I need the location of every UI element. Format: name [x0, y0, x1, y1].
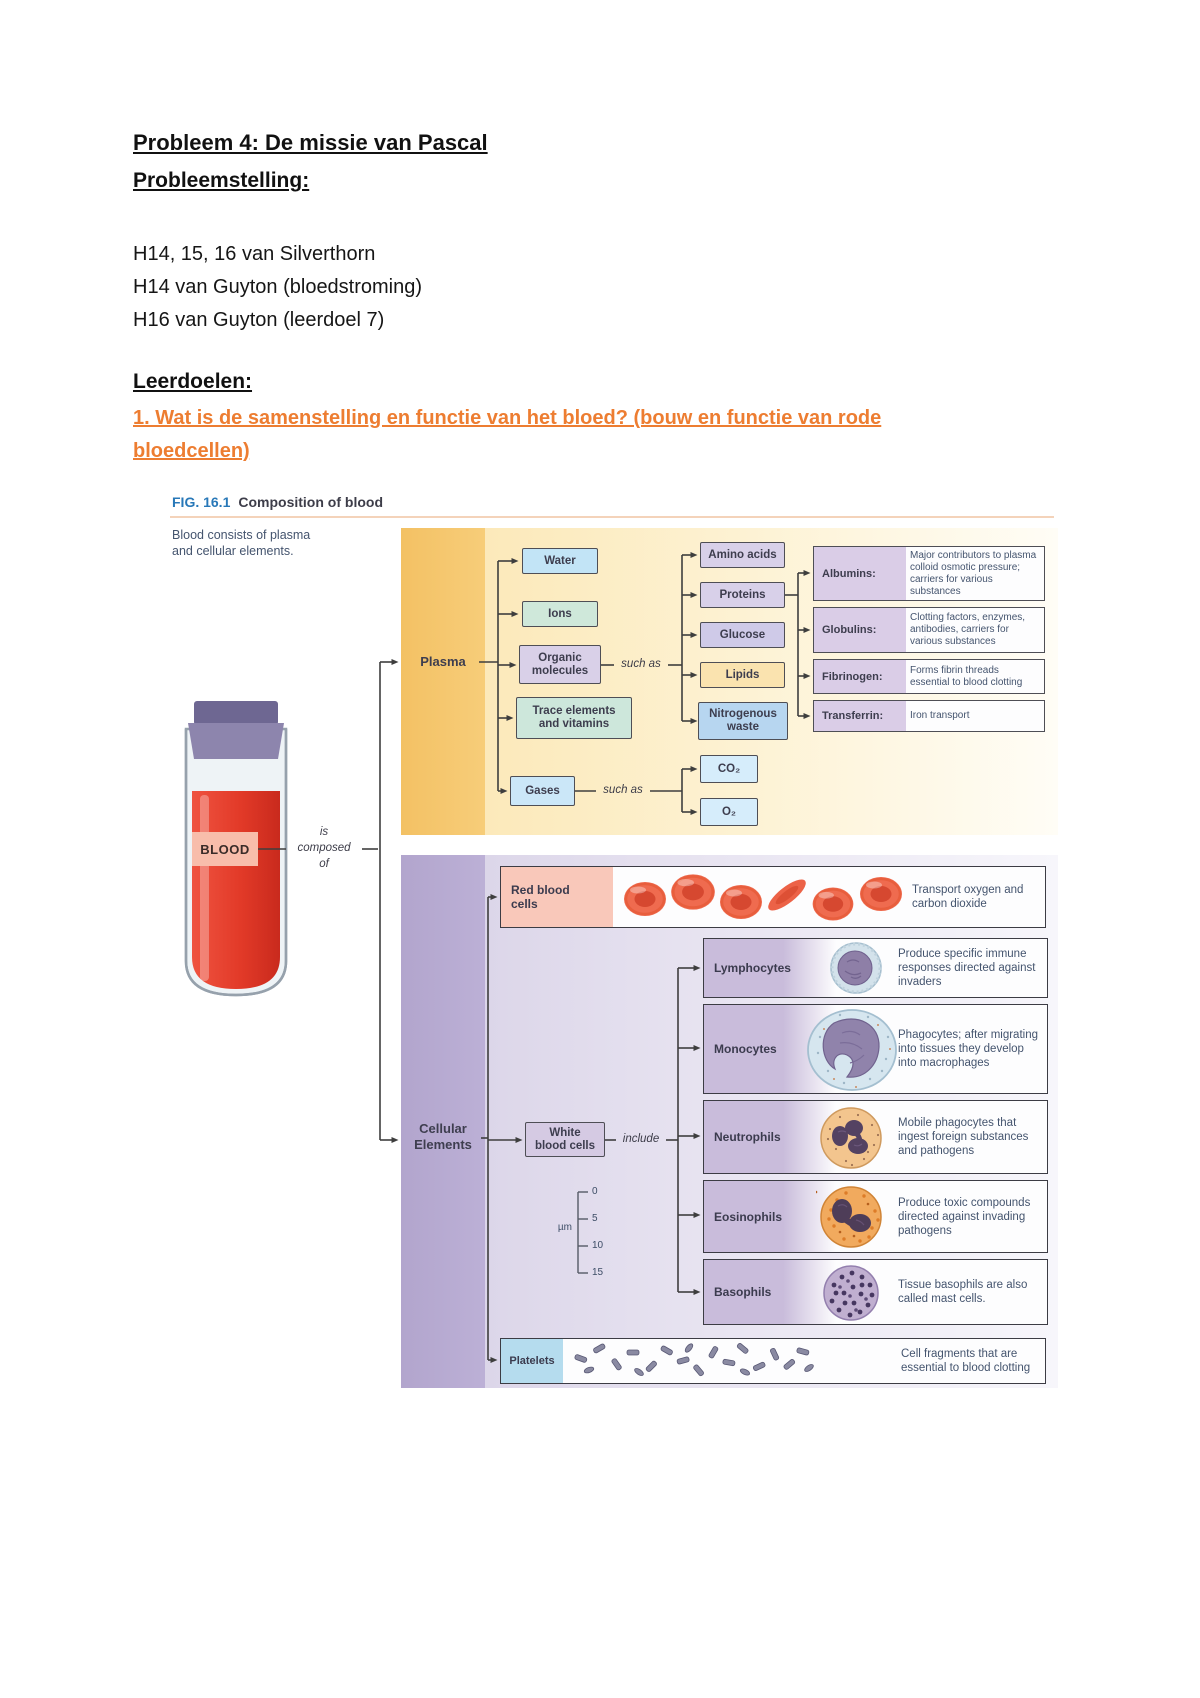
scale-tick-0: 0 [592, 1186, 598, 1197]
cellular-elements-label: Cellular Elements [414, 1121, 472, 1152]
scale-unit-label: µm [557, 1222, 572, 1233]
is-composed-of-label: is composed of [297, 826, 351, 870]
learning-goal-1: 1. Wat is de samenstelling en functie va… [133, 407, 882, 462]
globulins-description: Clotting factors, enzymes, antibodies, c… [910, 612, 1026, 647]
basophils-label: Basophils [714, 1285, 772, 1299]
platelets-label: Platelets [509, 1355, 555, 1367]
lymphocytes-description: Produce specific immune responses direct… [898, 948, 1036, 988]
scale-tick-15: 15 [592, 1267, 604, 1278]
source-line: H14 van Guyton (bloedstroming) [133, 276, 423, 298]
such-as-label: such as [621, 658, 661, 670]
cellular-panel-band [401, 855, 485, 1388]
basophil-icon [823, 1265, 879, 1321]
tube-stopper-top [194, 701, 278, 725]
platelets-row: Platelets [500, 1338, 1046, 1384]
such-as-label: such as [603, 784, 643, 796]
transferrin-description: Iron transport [910, 710, 970, 721]
red-blood-cells-label: Red blood cells [511, 883, 570, 911]
plasma-box-water: Water [522, 548, 598, 574]
plasma-box-organic-molecules: Organic molecules [519, 645, 601, 684]
include-label: include [622, 1133, 660, 1145]
blood-label: BLOOD [192, 832, 258, 866]
monocytes-description: Phagocytes; after migrating into tissues… [898, 1029, 1038, 1069]
red-blood-cell-icon [622, 873, 904, 922]
plasma-label: Plasma [420, 654, 466, 669]
organic-box-nitrogenous-waste: Nitrogenous waste [698, 702, 788, 740]
organic-box-amino-acids: Amino acids [700, 542, 785, 568]
gas-box-o2: O₂ [700, 798, 758, 826]
neutrophils-description: Mobile phagocytes that ingest foreign su… [898, 1117, 1029, 1157]
lymphocytes-label: Lymphocytes [714, 961, 791, 975]
gas-box-co2: CO₂ [700, 755, 758, 783]
organic-box-lipids: Lipids [700, 662, 785, 688]
figure-divider [170, 516, 1054, 518]
page-title: Probleem 4: De missie van Pascal [133, 130, 488, 155]
lymphocytes-row: Lymphocytes Produce specific immune resp… [703, 938, 1048, 998]
basophils-description: Tissue basophils are also called mast ce… [898, 1279, 1028, 1305]
neutrophils-row: Neutrophils Mobile phagocytes that inges… [703, 1100, 1048, 1174]
eosinophils-row: Eosinophils Produce toxic compounds dire… [703, 1180, 1048, 1253]
protein-row-transferrin: Transferrin: Iron transport [813, 700, 1045, 732]
protein-row-albumins: Albumins: Major contributors to plasma c… [813, 546, 1045, 601]
platelets-description: Cell fragments that are essential to blo… [901, 1348, 1031, 1374]
heading-leerdoelen: Leerdoelen: [133, 370, 253, 393]
red-blood-cells-row: Red blood cells [500, 866, 1046, 928]
transferrin-label: Transferrin: [814, 701, 906, 731]
eosinophils-label: Eosinophils [714, 1209, 783, 1224]
eosinophils-description: Produce toxic compounds directed against… [898, 1196, 1031, 1237]
albumins-label: Albumins: [814, 547, 906, 600]
red-blood-cell-side-icon [768, 879, 806, 911]
monocyte-icon [807, 1009, 897, 1091]
plasma-panel-band [401, 528, 485, 835]
figure-title: FIG. 16.1 Composition of blood [172, 494, 383, 510]
organic-box-proteins: Proteins [700, 582, 785, 608]
source-line: H14, 15, 16 van Silverthorn [133, 243, 376, 265]
scale-tick-10: 10 [592, 1240, 604, 1251]
plasma-box-gases: Gases [510, 776, 575, 806]
neutrophils-label: Neutrophils [714, 1130, 781, 1144]
figure-number: FIG. 16.1 [172, 494, 231, 510]
eosinophil-icon [816, 1186, 882, 1248]
scale-tick-5: 5 [592, 1213, 598, 1224]
protein-row-fibrinogen: Fibrinogen: Forms fibrin threads essenti… [813, 659, 1045, 694]
figure-composition-of-blood: FIG. 16.1 Composition of blood Blood cons… [170, 480, 1058, 1395]
figure-heading: Composition of blood [238, 494, 383, 510]
albumins-description: Major contributors to plasma colloid osm… [910, 549, 1037, 597]
monocytes-row: Monocytes Phagocytes; after migrating in… [703, 1004, 1048, 1094]
platelets-icon [574, 1343, 814, 1377]
plasma-box-trace-elements: Trace elements and vitamins [516, 697, 632, 739]
fibrinogen-label: Fibrinogen: [814, 660, 906, 693]
organic-box-glucose: Glucose [700, 622, 785, 648]
protein-row-globulins: Globulins: Clotting factors, enzymes, an… [813, 607, 1045, 653]
white-blood-cells-box: White blood cells [525, 1122, 605, 1157]
lymphocyte-icon [830, 942, 882, 994]
micron-scale-ruler [577, 1191, 588, 1274]
source-line: H16 van Guyton (leerdoel 7) [133, 309, 385, 331]
tube-stopper [188, 723, 284, 759]
basophils-row: Basophils Tissue basophils are also call… [703, 1259, 1048, 1325]
rbc-description: Transport oxygen and carbon dioxide [912, 884, 1024, 910]
plasma-box-ions: Ions [522, 601, 598, 627]
connector-lines [258, 552, 811, 1363]
monocytes-label: Monocytes [714, 1042, 777, 1056]
globulins-label: Globulins: [814, 608, 906, 652]
neutrophil-icon [820, 1107, 882, 1169]
fibrinogen-description: Forms fibrin threads essential to blood … [910, 664, 1023, 688]
source-list: H14, 15, 16 van Silverthorn H14 van Guyt… [133, 238, 422, 337]
heading-probleemstelling: Probleemstelling: [133, 169, 310, 192]
figure-caption: Blood consists of plasma and cellular el… [172, 528, 311, 558]
